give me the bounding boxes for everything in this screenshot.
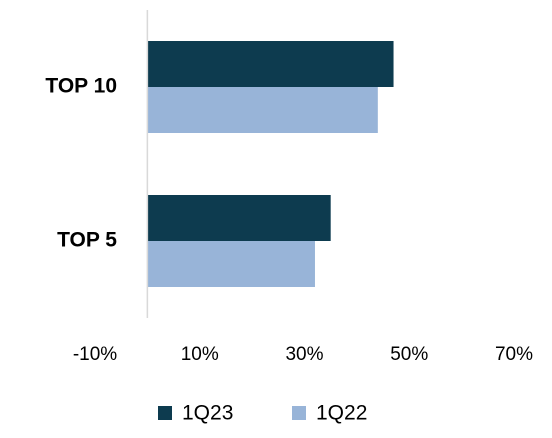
x-tick-label: 70% (495, 344, 533, 365)
category-label: TOP 5 (57, 229, 117, 252)
x-tick-label: -10% (73, 344, 117, 365)
bar (147, 41, 394, 87)
bar (147, 87, 378, 133)
x-tick-label: 50% (390, 344, 428, 365)
legend-swatch (292, 406, 306, 420)
bar (147, 241, 315, 287)
legend-label: 1Q23 (182, 402, 233, 425)
bar (147, 195, 331, 241)
x-tick-label: 30% (285, 344, 323, 365)
legend-label: 1Q22 (316, 402, 367, 425)
legend-swatch (158, 406, 172, 420)
x-tick-label: 10% (181, 344, 219, 365)
category-label: TOP 10 (45, 75, 117, 98)
